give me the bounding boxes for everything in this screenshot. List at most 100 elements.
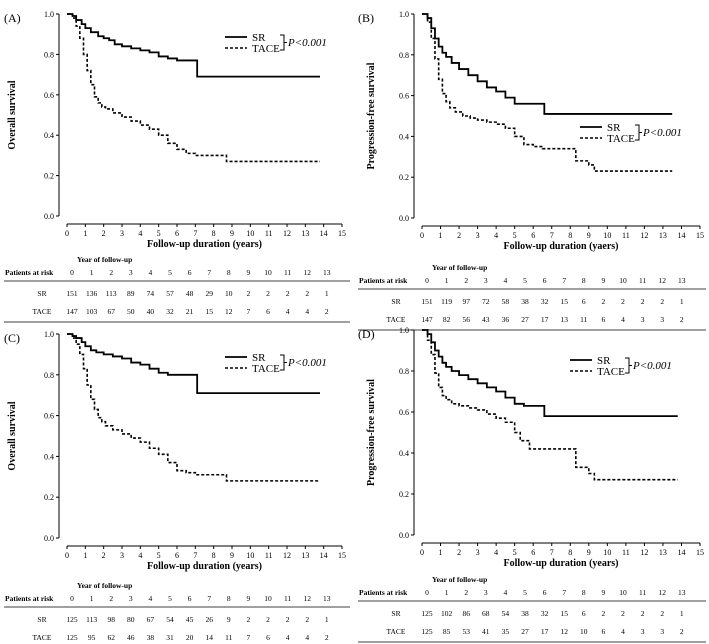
legend-label-tace: TACE bbox=[607, 133, 635, 145]
risk-value: 4 bbox=[621, 627, 625, 636]
risk-value: 72 bbox=[482, 297, 490, 306]
risk-year: 6 bbox=[188, 594, 192, 603]
risk-value: 102 bbox=[441, 609, 453, 618]
risk-row-label: TACE bbox=[387, 627, 406, 636]
risk-value: 36 bbox=[502, 315, 510, 324]
legend-label-tace: TACE bbox=[252, 43, 280, 55]
risk-value: 11 bbox=[225, 633, 232, 642]
risk-value: 4 bbox=[305, 307, 309, 316]
x-tick-label: 4 bbox=[138, 229, 142, 238]
risk-subheader: Year of follow-up bbox=[77, 255, 132, 264]
p-value: P<0.001 bbox=[632, 360, 672, 372]
risk-year: 13 bbox=[323, 268, 331, 277]
y-tick-label: 0.0 bbox=[44, 212, 54, 221]
risk-value: 95 bbox=[88, 633, 96, 642]
risk-year: 12 bbox=[303, 594, 311, 603]
x-tick-label: 9 bbox=[587, 231, 591, 240]
risk-value: 6 bbox=[266, 633, 270, 642]
risk-value: 89 bbox=[127, 289, 135, 298]
x-tick-label: 0 bbox=[65, 551, 69, 560]
risk-value: 20 bbox=[186, 633, 194, 642]
x-tick-label: 15 bbox=[696, 548, 704, 557]
risk-year: 2 bbox=[109, 594, 113, 603]
x-tick-label: 11 bbox=[622, 548, 630, 557]
p-value: P<0.001 bbox=[642, 127, 682, 139]
risk-year: 12 bbox=[658, 588, 666, 597]
x-tick-label: 6 bbox=[175, 229, 179, 238]
risk-row-label: TACE bbox=[33, 633, 52, 642]
risk-value: 7 bbox=[247, 307, 251, 316]
legend-label-sr: SR bbox=[597, 355, 611, 367]
risk-value: 1 bbox=[325, 289, 329, 298]
x-tick-label: 5 bbox=[157, 229, 161, 238]
risk-value: 45 bbox=[186, 615, 194, 624]
risk-value: 2 bbox=[325, 307, 329, 316]
risk-value: 151 bbox=[421, 297, 433, 306]
risk-value: 12 bbox=[560, 627, 568, 636]
risk-year: 9 bbox=[602, 588, 606, 597]
risk-value: 6 bbox=[266, 307, 270, 316]
risk-year: 5 bbox=[168, 594, 172, 603]
risk-value: 3 bbox=[641, 315, 645, 324]
risk-value: 7 bbox=[247, 633, 251, 642]
risk-value: 136 bbox=[86, 289, 98, 298]
risk-year: 2 bbox=[109, 268, 113, 277]
x-tick-label: 4 bbox=[494, 548, 498, 557]
risk-value: 2 bbox=[660, 297, 664, 306]
risk-year: 12 bbox=[658, 276, 666, 285]
y-tick-label: 0.6 bbox=[399, 92, 409, 101]
risk-value: 46 bbox=[127, 633, 135, 642]
risk-value: 32 bbox=[541, 297, 549, 306]
y-tick-label: 0.8 bbox=[399, 367, 409, 376]
risk-value: 1 bbox=[325, 615, 329, 624]
risk-value: 14 bbox=[205, 633, 213, 642]
risk-value: 2 bbox=[621, 609, 625, 618]
risk-value: 2 bbox=[266, 289, 270, 298]
x-tick-label: 7 bbox=[550, 548, 554, 557]
risk-row-label: SR bbox=[391, 609, 400, 618]
risk-value: 125 bbox=[421, 627, 433, 636]
risk-value: 2 bbox=[266, 615, 270, 624]
x-tick-label: 11 bbox=[622, 231, 630, 240]
y-tick-label: 1.0 bbox=[44, 10, 54, 19]
risk-value: 6 bbox=[602, 627, 606, 636]
x-tick-label: 10 bbox=[246, 229, 254, 238]
risk-year: 6 bbox=[543, 276, 547, 285]
risk-year: 3 bbox=[484, 588, 488, 597]
x-tick-label: 15 bbox=[338, 229, 346, 238]
risk-value: 74 bbox=[147, 289, 155, 298]
risk-year: 0 bbox=[425, 276, 429, 285]
risk-row-label: SR bbox=[391, 297, 400, 306]
y-axis-label: Progression-free survival bbox=[366, 62, 377, 169]
x-tick-label: 14 bbox=[320, 551, 328, 560]
panel-a: (A)0.00.20.40.60.81.00 1 2 3 4 5 6 7 8 9 10 11 12 13 1… bbox=[4, 10, 350, 323]
x-tick-label: 3 bbox=[120, 551, 124, 560]
y-tick-label: 0.4 bbox=[44, 452, 54, 461]
x-tick-label: 7 bbox=[193, 551, 197, 560]
risk-header: Patients at risk bbox=[359, 588, 408, 597]
x-tick-label: 9 bbox=[230, 551, 234, 560]
x-tick-label: 13 bbox=[301, 551, 309, 560]
risk-value: 113 bbox=[106, 289, 117, 298]
y-tick-label: 0.2 bbox=[44, 172, 54, 181]
risk-year: 7 bbox=[562, 276, 566, 285]
risk-value: 9 bbox=[227, 615, 231, 624]
risk-value: 68 bbox=[482, 609, 490, 618]
y-axis-label: Overall survival bbox=[7, 80, 18, 149]
risk-year: 13 bbox=[323, 594, 331, 603]
panel-label: (D) bbox=[358, 327, 375, 341]
x-tick-label: 13 bbox=[301, 229, 309, 238]
risk-value: 56 bbox=[462, 315, 470, 324]
risk-year: 3 bbox=[129, 594, 133, 603]
y-tick-label: 0.0 bbox=[399, 214, 409, 223]
y-tick-label: 0.8 bbox=[44, 371, 54, 380]
risk-value: 38 bbox=[147, 633, 155, 642]
risk-year: 4 bbox=[149, 268, 153, 277]
risk-year: 0 bbox=[70, 594, 74, 603]
risk-value: 27 bbox=[521, 627, 529, 636]
risk-year: 8 bbox=[227, 268, 231, 277]
risk-year: 10 bbox=[264, 594, 272, 603]
panel-label: (C) bbox=[4, 331, 20, 345]
x-tick-label: 15 bbox=[696, 231, 704, 240]
